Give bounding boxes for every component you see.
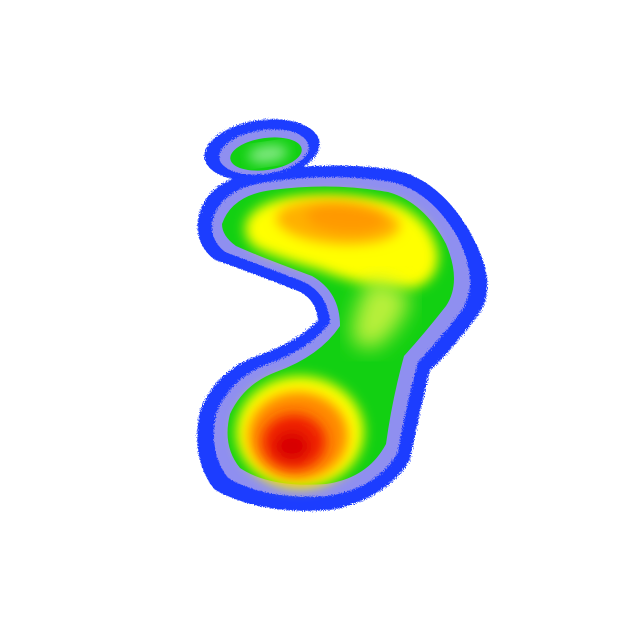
big-toe-highlight [248, 144, 288, 164]
forefoot-pressure-orange [276, 199, 400, 245]
heel-pressure-red [262, 414, 326, 470]
midfoot-pressure [352, 280, 410, 348]
